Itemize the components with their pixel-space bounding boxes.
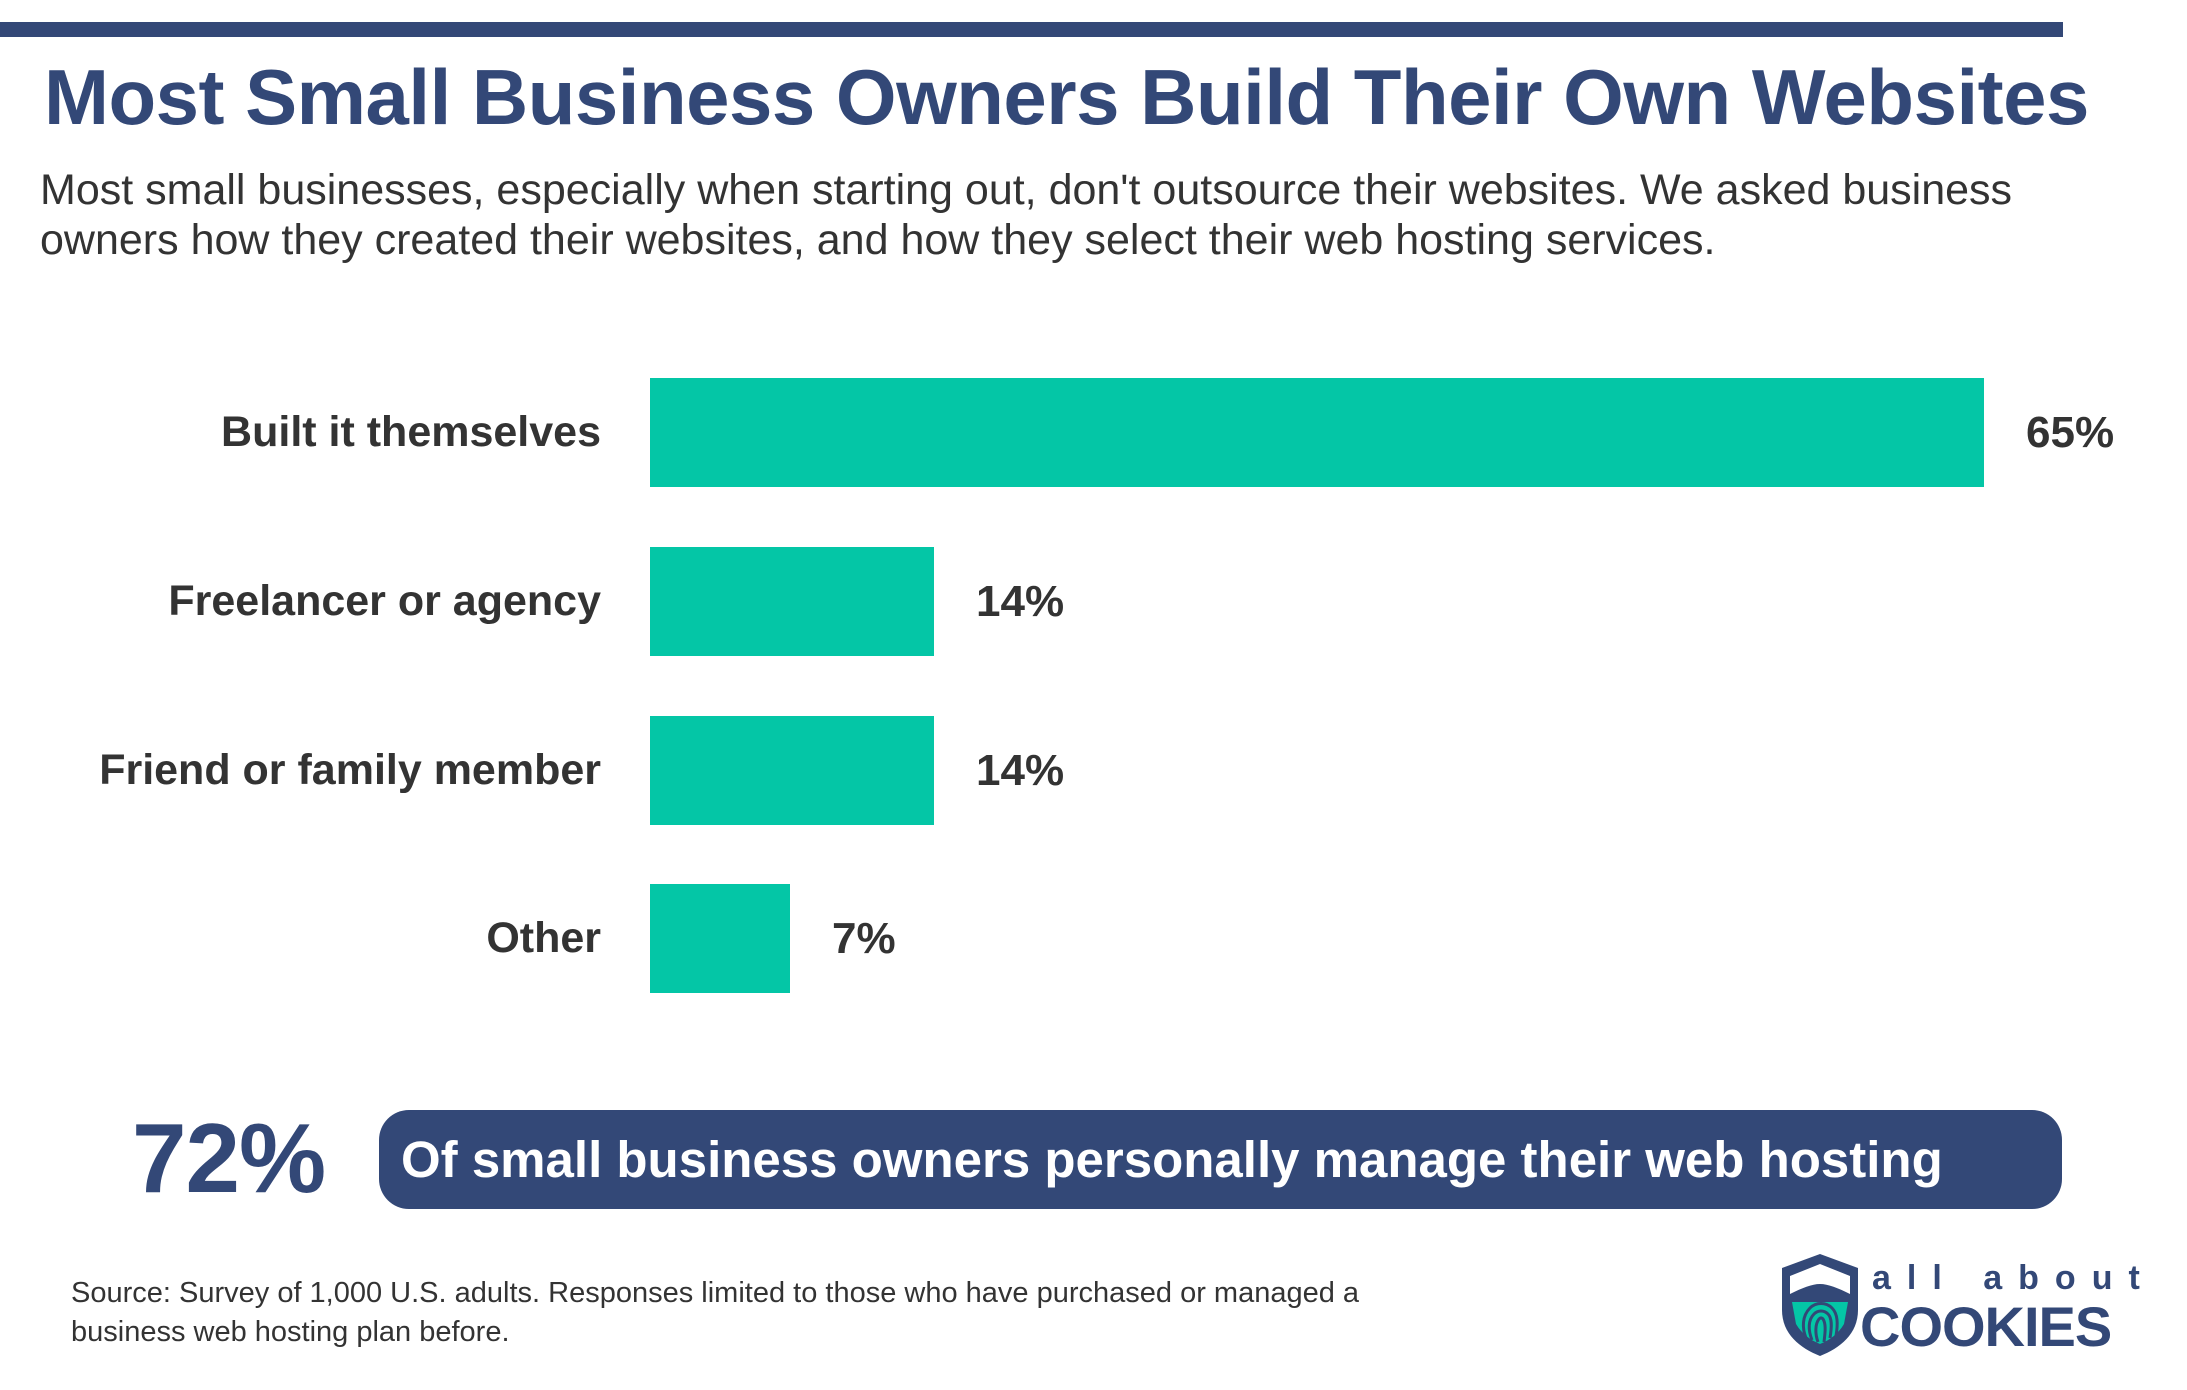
source-note: Source: Survey of 1,000 U.S. adults. Res… xyxy=(71,1277,1360,1348)
bar-value: 14% xyxy=(976,746,1065,795)
bar-label: Friend or family member xyxy=(99,746,601,794)
logo-wordmark-top: all about xyxy=(1872,1259,2156,1297)
top-accent-rule xyxy=(0,22,2063,37)
bar-value: 65% xyxy=(2026,408,2115,457)
page-subtitle: Most small businesses, especially when s… xyxy=(40,166,2013,264)
bar-row: Other 7% xyxy=(0,884,2187,993)
page-title: Most Small Business Owners Build Their O… xyxy=(44,53,2089,141)
callout-stat: 72% xyxy=(132,1103,326,1213)
bar-row: Built it themselves 65% xyxy=(0,378,2187,487)
bar-label: Other xyxy=(486,914,601,962)
callout-text: Of small business owners personally mana… xyxy=(401,1131,1943,1188)
shield-fingerprint-icon xyxy=(1782,1254,1858,1356)
bar xyxy=(650,547,934,656)
bar xyxy=(650,884,790,993)
bar-row: Freelancer or agency 14% xyxy=(0,547,2187,656)
logo-wordmark-bottom: COOKIES xyxy=(1860,1295,2112,1358)
bar-label: Built it themselves xyxy=(221,408,601,456)
bar xyxy=(650,716,934,825)
bar-chart: Built it themselves 65% Freelancer or ag… xyxy=(0,378,2187,993)
bar-label: Freelancer or agency xyxy=(168,577,601,625)
brand-logo: all about COOKIES xyxy=(1780,1252,2140,1360)
bar-row: Friend or family member 14% xyxy=(0,716,2187,825)
bar-value: 14% xyxy=(976,577,1065,626)
bar xyxy=(650,378,1984,487)
bar-value: 7% xyxy=(832,914,896,963)
callout-pill: Of small business owners personally mana… xyxy=(379,1110,2062,1209)
